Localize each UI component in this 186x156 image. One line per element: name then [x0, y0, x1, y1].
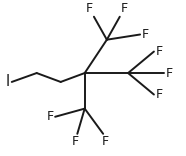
Text: F: F — [155, 88, 163, 101]
Text: F: F — [166, 67, 173, 80]
Text: F: F — [121, 2, 128, 15]
Text: I: I — [6, 74, 10, 89]
Text: F: F — [72, 135, 79, 148]
Text: F: F — [142, 28, 149, 41]
Text: F: F — [101, 135, 109, 148]
Text: F: F — [46, 110, 54, 123]
Text: F: F — [86, 2, 93, 15]
Text: F: F — [155, 45, 163, 58]
